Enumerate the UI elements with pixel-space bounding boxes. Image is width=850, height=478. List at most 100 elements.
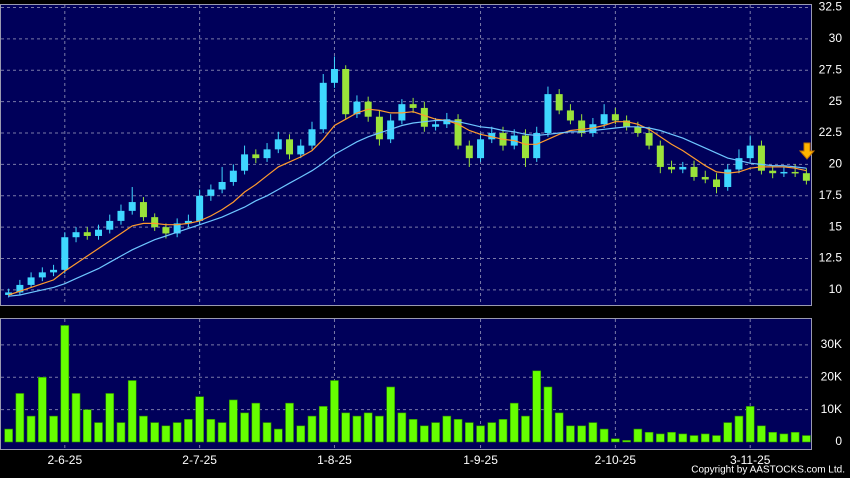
volume-bar: [49, 415, 58, 443]
candle-body: [409, 104, 417, 108]
candle-body: [544, 94, 552, 134]
candle-body: [533, 133, 541, 159]
candle-body: [286, 139, 294, 155]
candle-body: [16, 284, 24, 293]
volume-bar: [599, 428, 609, 443]
candle-body: [95, 229, 103, 236]
candle-body: [218, 181, 226, 190]
volume-bar: [150, 422, 159, 443]
candle-body: [769, 170, 777, 174]
candle-body: [611, 114, 619, 121]
volume-bar: [15, 393, 25, 443]
volume-bar: [82, 409, 92, 443]
volume-bar: [4, 428, 13, 443]
latest-marker: [798, 142, 816, 160]
volume-bar: [26, 415, 36, 443]
volume-bar: [712, 435, 721, 443]
candle-body: [724, 169, 732, 188]
x-tick-label: 2-7-25: [182, 453, 217, 467]
candle-body: [443, 119, 451, 125]
volume-bar: [352, 415, 362, 443]
volume-bar: [543, 386, 553, 443]
candle-body: [757, 145, 765, 171]
y-tick-label: 10K: [821, 402, 842, 416]
moving-average-line: [8, 119, 807, 297]
volume-bar: [622, 440, 631, 443]
volume-bar: [195, 396, 204, 443]
volume-bar: [577, 425, 586, 443]
volume-bar: [184, 419, 193, 443]
volume-bar: [71, 393, 81, 443]
candle-body: [578, 120, 586, 134]
candle-body: [701, 176, 709, 180]
y-tick-label: 0: [835, 434, 842, 448]
candle-body: [61, 237, 69, 270]
volume-bar: [330, 380, 339, 443]
candle-body: [634, 126, 642, 134]
volume-bar: [273, 428, 283, 443]
y-tick-label: 22.5: [819, 125, 843, 139]
candle-body: [330, 69, 338, 83]
x-tick-label: 1-9-25: [463, 453, 498, 467]
volume-bar: [644, 431, 654, 443]
candle-body: [465, 145, 473, 159]
y-tick-label: 15: [829, 219, 843, 233]
volume-bar: [139, 415, 148, 443]
candle-body: [353, 101, 361, 115]
candle-body: [162, 227, 170, 234]
volume-bar: [757, 425, 766, 443]
candle-body: [38, 272, 46, 278]
y-tick-label: 30: [829, 31, 843, 45]
volume-bar: [105, 393, 115, 443]
y-tick-label: 27.5: [819, 62, 843, 76]
candle-body: [5, 292, 13, 295]
candle-body: [690, 166, 698, 177]
candle-body: [735, 158, 743, 170]
candle-body: [274, 139, 282, 150]
volume-bar: [341, 412, 351, 443]
volume-bar: [60, 325, 70, 443]
candle-body: [184, 220, 192, 224]
volume-bar: [498, 419, 508, 443]
volume-bar: [161, 425, 171, 443]
volume-bar: [453, 419, 463, 443]
candle-body: [297, 145, 305, 155]
candle-body: [319, 82, 327, 130]
volume-bar: [217, 422, 227, 443]
volume-bar: [723, 422, 733, 443]
candle-body: [139, 202, 147, 218]
candle-body: [566, 110, 574, 121]
volume-bar: [487, 422, 497, 443]
candle-body: [589, 124, 597, 134]
volume-bar: [779, 433, 789, 443]
x-tick-label: 2-6-25: [47, 453, 82, 467]
candle-body: [712, 179, 720, 188]
volume-bar: [442, 415, 452, 443]
volume-bar: [363, 412, 373, 443]
candle-body: [50, 269, 58, 273]
candle-body: [27, 277, 35, 285]
volume-bar: [476, 425, 485, 443]
volume-bar: [251, 402, 261, 443]
y-tick-label: 17.5: [819, 188, 843, 202]
volume-bar: [745, 406, 755, 443]
volume-bar: [296, 425, 306, 443]
volume-bar: [116, 422, 126, 443]
volume-bar: [656, 433, 665, 443]
candle-body: [207, 189, 215, 196]
volume-bar: [667, 431, 676, 443]
volume-bar: [768, 431, 777, 443]
volume-bar: [318, 406, 328, 443]
moving-average-line: [8, 108, 807, 296]
candle-body: [308, 129, 316, 146]
candle-body: [454, 119, 462, 146]
candle-body: [791, 171, 799, 174]
volume-bar: [566, 425, 575, 443]
candle-body: [555, 94, 563, 111]
x-tick-label: 3-11-25: [730, 453, 771, 467]
y-tick-label: 10: [829, 282, 843, 296]
candle-body: [746, 145, 754, 159]
candle-body: [241, 154, 249, 171]
volume-bar: [734, 415, 744, 443]
